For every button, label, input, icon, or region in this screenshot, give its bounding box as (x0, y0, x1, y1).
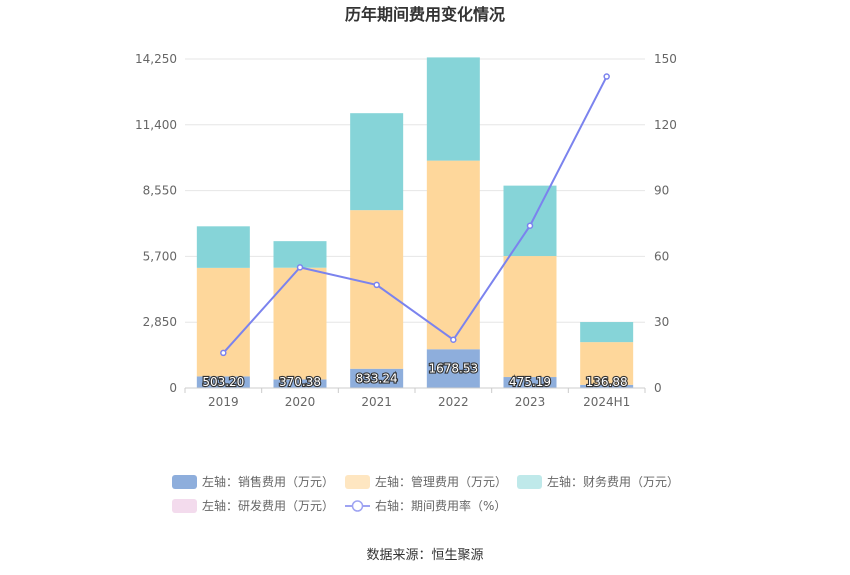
x-tick-label: 2023 (515, 395, 546, 409)
data-label-sales: 136.88 (586, 375, 628, 389)
bar-fin (196, 226, 250, 268)
right-tick-label: 30 (654, 315, 669, 329)
legend-label-rate: 右轴：期间费用率（%） (375, 498, 506, 513)
legend-item-mgmt[interactable]: 左轴：管理费用（万元） (345, 474, 507, 489)
legend-item-sales[interactable]: 左轴：销售费用（万元） (172, 474, 334, 489)
x-tick-label: 2020 (285, 395, 316, 409)
x-tick-label: 2021 (361, 395, 392, 409)
legend-label-fin: 左轴：财务费用（万元） (547, 474, 679, 489)
bar-sales (350, 368, 404, 388)
bar-mgmt (273, 267, 327, 380)
bar-mgmt (580, 342, 634, 385)
legend-swatch-mgmt (345, 475, 370, 489)
x-axis: 2019 2020 2021 2022 2023 2024H1 (184, 387, 646, 409)
legend-item-fin[interactable]: 左轴：财务费用（万元） (517, 474, 679, 489)
bar-sales (196, 376, 250, 388)
legend-label-rd: 左轴：研发费用（万元） (202, 498, 334, 513)
bar-series (196, 57, 634, 388)
left-axis-ticks: 0 2,850 5,700 8,550 11,400 14,250 (135, 52, 177, 395)
right-axis-ticks: 0 30 60 90 120 150 (654, 52, 677, 395)
bar-mgmt (350, 210, 404, 369)
legend-item-rd[interactable]: 左轴：研发费用（万元） (172, 498, 334, 513)
x-tick-label: 2022 (438, 395, 469, 409)
x-tick-label: 2024H1 (583, 395, 630, 409)
bar-fin (503, 185, 557, 257)
data-label-sales: 370.38 (279, 375, 321, 389)
legend-label-mgmt: 左轴：管理费用（万元） (375, 474, 507, 489)
legend-swatch-fin (517, 475, 542, 489)
legend-item-rate[interactable]: 右轴：期间费用率（%） (345, 498, 506, 513)
bar-sales (580, 384, 634, 388)
bar-fin (273, 241, 327, 268)
left-tick-label: 11,400 (135, 118, 177, 132)
right-tick-label: 0 (654, 381, 662, 395)
chart-title: 历年期间费用变化情况 (345, 5, 505, 24)
right-tick-label: 150 (654, 52, 677, 66)
bar-sales (273, 379, 327, 388)
rate-line (220, 73, 610, 357)
bar-fin (580, 322, 634, 343)
bar-mgmt (196, 267, 250, 377)
rate-line-path (222, 76, 608, 354)
left-tick-label: 14,250 (135, 52, 177, 66)
rate-point (373, 281, 380, 289)
data-label-sales: 503.20 (202, 375, 244, 389)
x-tick-label: 2019 (208, 395, 239, 409)
left-tick-label: 8,550 (143, 184, 177, 198)
right-tick-label: 120 (654, 118, 677, 132)
left-tick-label: 5,700 (143, 249, 177, 263)
bar-fin (426, 57, 480, 161)
legend-marker-rate (351, 500, 364, 512)
bar-fin (350, 113, 404, 211)
data-label-sales: 475.19 (509, 375, 551, 389)
rate-point (603, 73, 610, 80)
rate-point (526, 222, 534, 229)
data-label-sales: 833.24 (356, 371, 398, 385)
legend-swatch-rd (172, 499, 197, 513)
legend-label-sales: 左轴：销售费用（万元） (202, 474, 334, 489)
source-note: 数据来源：恒生聚源 (366, 548, 483, 563)
rate-point (296, 264, 304, 271)
rate-point (450, 336, 457, 343)
bar-mgmt (426, 160, 480, 350)
left-tick-label: 0 (169, 381, 177, 395)
legend-swatch-sales (172, 475, 197, 489)
bar-sales (503, 377, 557, 388)
bar-sales (426, 349, 480, 388)
left-tick-label: 2,850 (143, 315, 177, 329)
right-tick-label: 60 (654, 249, 669, 263)
grid-lines (185, 58, 645, 323)
legend: 左轴：销售费用（万元） 左轴：管理费用（万元） 左轴：财务费用（万元） 左轴：研… (172, 474, 679, 513)
bar-mgmt (503, 256, 557, 378)
data-labels: 503.20 370.38 833.24 1678.53 475.19 136.88 (201, 361, 629, 391)
data-label-sales: 1678.53 (429, 362, 479, 376)
rate-point (220, 349, 227, 357)
right-tick-label: 90 (654, 184, 669, 198)
